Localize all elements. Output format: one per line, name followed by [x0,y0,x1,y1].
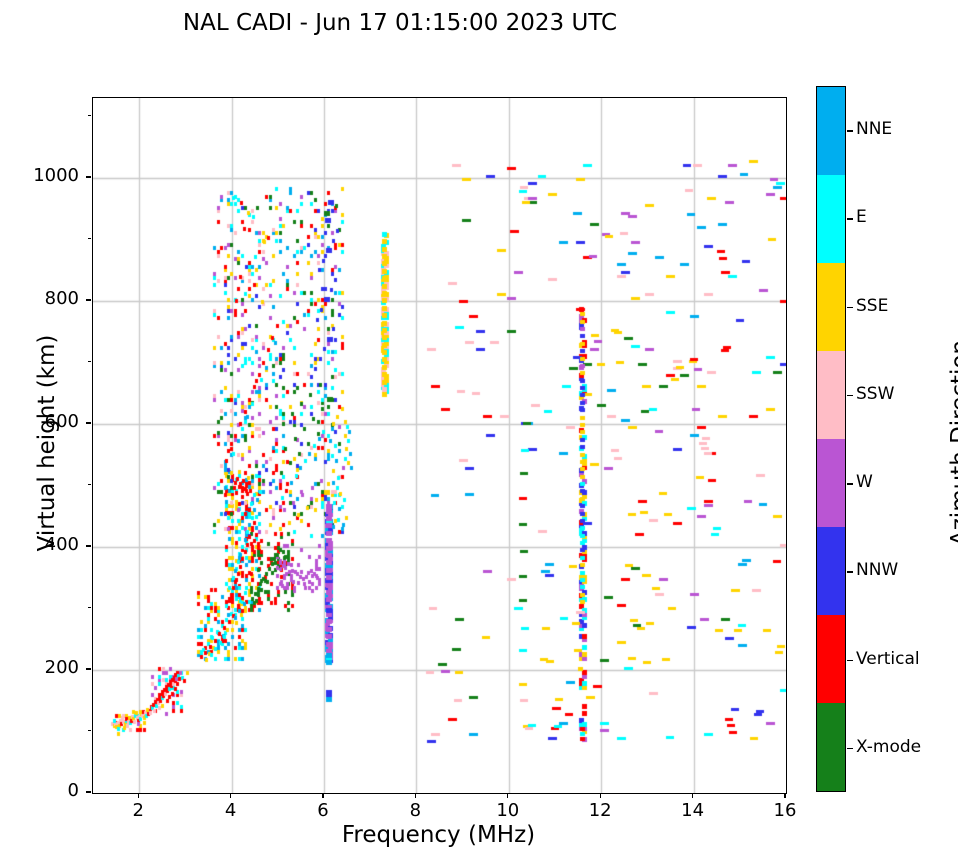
x-tick-label: 10 [496,800,520,821]
y-minor-tick [88,606,91,609]
colorbar-segment-nnw[interactable] [817,527,845,615]
x-tick-mark [322,793,324,798]
colorbar-segment-sse[interactable] [817,263,845,351]
colorbar-tick [847,306,853,309]
x-tick-label: 16 [773,800,797,821]
page-title: NAL CADI - Jun 17 01:15:00 2023 UTC [182,10,618,36]
colorbar-label-w: W [856,472,873,493]
y-minor-tick [88,729,91,732]
x-axis-label: Frequency (MHz) [341,822,536,848]
x-tick-mark [137,793,139,798]
colorbar-segment-w[interactable] [817,439,845,527]
colorbar-label-ssw: SSW [856,383,895,404]
azimuth-colorbar[interactable] [816,86,846,792]
y-axis-label: Virtual height (km) [34,334,60,552]
y-tick-mark [86,176,91,178]
y-tick-label: 200 [44,656,79,678]
plot-area[interactable] [92,97,787,794]
colorbar-segment-vertical[interactable] [817,615,845,703]
x-tick-label: 12 [588,800,612,821]
colorbar-label-x-mode: X-mode [856,736,922,757]
x-tick-label: 14 [681,800,705,821]
x-tick-mark [414,793,417,798]
x-tick-mark [691,793,694,798]
x-tick-mark [599,793,601,798]
colorbar-tick [847,130,853,132]
y-minor-tick [88,114,91,117]
x-tick-label: 6 [317,800,329,821]
y-minor-tick [88,483,91,486]
colorbar-tick [847,659,853,662]
colorbar-tick [847,571,853,573]
x-tick-mark [507,793,509,798]
y-minor-tick [88,237,91,240]
colorbar-tick [847,747,853,750]
y-tick-label: 400 [44,533,79,555]
x-tick-label: 8 [409,800,422,821]
y-tick-label: 600 [44,410,79,432]
colorbar-label: Azimuth Direction [947,340,958,546]
y-minor-tick [88,360,91,363]
colorbar-label-e: E [856,207,867,228]
y-tick-mark [86,422,91,424]
colorbar-label-sse: SSE [856,295,889,316]
colorbar-tick [847,394,853,397]
colorbar-label-nne: NNE [856,119,893,140]
colorbar-tick [847,218,853,220]
colorbar-segment-e[interactable] [817,175,845,263]
colorbar-label-nnw: NNW [856,560,899,581]
colorbar-tick [847,483,853,485]
x-tick-label: 4 [224,800,237,821]
colorbar-segment-nne[interactable] [817,87,845,175]
y-tick-label: 0 [67,780,79,801]
colorbar-label-vertical: Vertical [856,648,920,669]
x-tick-mark [784,793,786,798]
x-tick-mark [229,793,232,798]
colorbar-segment-ssw[interactable] [817,351,845,439]
y-tick-mark [86,545,91,547]
y-tick-label: 800 [44,287,79,309]
y-tick-mark [86,299,91,301]
y-tick-mark [86,791,91,793]
colorbar-segment-x-mode[interactable] [817,703,845,791]
ionogram-scatter-canvas [93,98,786,793]
x-tick-label: 2 [132,800,144,821]
y-tick-mark [86,668,91,670]
y-tick-label: 1000 [33,164,79,186]
